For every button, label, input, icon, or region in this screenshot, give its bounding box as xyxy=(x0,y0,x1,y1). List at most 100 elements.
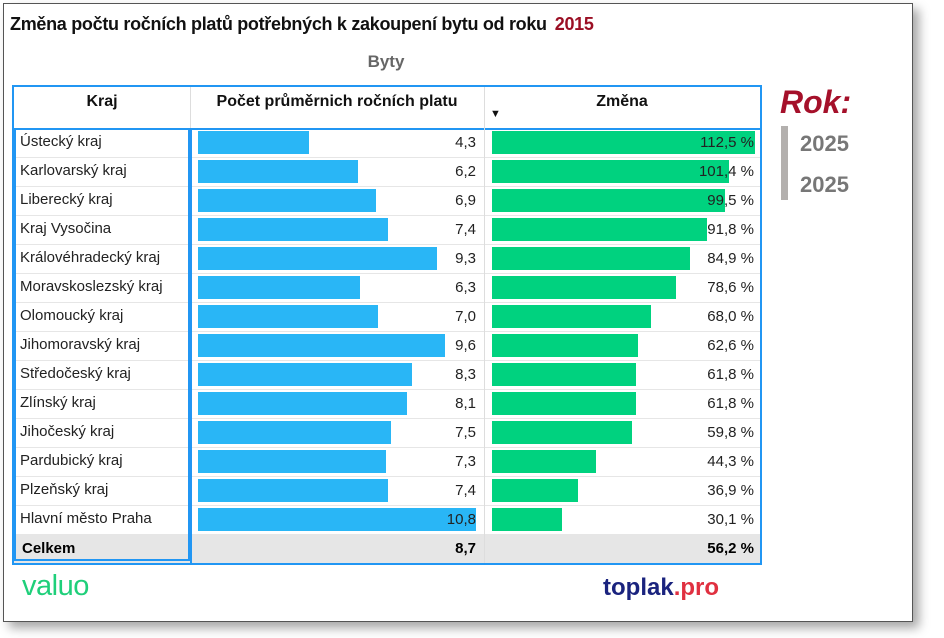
pocet-value: 4,3 xyxy=(455,134,476,151)
zmena-bar xyxy=(492,160,730,183)
zmena-value: 91,8 % xyxy=(707,221,754,238)
pocet-bar xyxy=(198,131,309,154)
kraj-name: Kraj Vysočina xyxy=(20,220,112,237)
title-year: 2015 xyxy=(554,14,594,34)
pocet-value: 8,1 xyxy=(455,395,476,412)
column-header-kraj[interactable]: Kraj xyxy=(14,87,190,130)
subtitle: Byty xyxy=(367,52,405,71)
zmena-value: 44,3 % xyxy=(707,453,754,470)
pocet-bar xyxy=(198,450,386,473)
slicer-title: Rok: xyxy=(780,84,852,120)
zmena-bar xyxy=(492,131,755,154)
table-row: Moravskoslezský kraj 6,3 78,6 % xyxy=(14,273,760,303)
table-row: Pardubický kraj 7,3 44,3 % xyxy=(14,447,760,477)
table-row: Olomoucký kraj 7,0 68,0 % xyxy=(14,302,760,332)
zmena-bar xyxy=(492,334,639,357)
toplak-logo: toplak.pro xyxy=(603,574,719,602)
table-row: Středočeský kraj 8,3 61,8 % xyxy=(14,360,760,390)
toplak-logo-suffix: .pro xyxy=(673,574,720,601)
pocet-value: 6,2 xyxy=(455,163,476,180)
col-divider-selected xyxy=(190,128,192,563)
pocet-value: 10,8 xyxy=(446,511,476,528)
slicer-scrollbar[interactable] xyxy=(781,126,788,200)
zmena-bar xyxy=(492,479,579,502)
kraj-name: Ústecký kraj xyxy=(20,133,102,150)
kraj-name: Pardubický kraj xyxy=(20,452,123,469)
zmena-bar xyxy=(492,392,637,415)
kraj-name: Královéhradecký kraj xyxy=(20,249,161,266)
table-row: Plzeňský kraj 7,4 36,9 % xyxy=(14,476,760,506)
total-pocet: 8,7 xyxy=(455,540,476,557)
zmena-value: 59,8 % xyxy=(707,424,754,441)
pocet-value: 7,4 xyxy=(455,221,476,238)
pocet-value: 7,5 xyxy=(455,424,476,441)
pocet-bar xyxy=(198,334,446,357)
col-divider xyxy=(484,87,485,128)
zmena-value: 36,9 % xyxy=(707,482,754,499)
selected-column-outline xyxy=(14,128,190,561)
table-row: Zlínský kraj 8,1 61,8 % xyxy=(14,389,760,419)
kraj-name: Moravskoslezský kraj xyxy=(20,278,163,295)
kraj-name: Středočeský kraj xyxy=(20,365,131,382)
zmena-value: 112,5 % xyxy=(700,134,754,151)
total-zmena: 56,2 % xyxy=(707,540,754,557)
table-row: Ústecký kraj 4,3 112,5 % xyxy=(14,128,760,158)
zmena-value: 101,4 % xyxy=(698,163,754,180)
kraj-name: Jihomoravský kraj xyxy=(20,336,141,353)
pocet-bar xyxy=(198,276,361,299)
zmena-value: 61,8 % xyxy=(707,395,754,412)
pocet-bar xyxy=(198,218,389,241)
kraj-name: Zlínský kraj xyxy=(20,394,96,411)
pocet-bar xyxy=(198,363,412,386)
title-text: Změna počtu ročních platů potřebných k z… xyxy=(10,14,547,34)
zmena-bar xyxy=(492,305,651,328)
zmena-value: 30,1 % xyxy=(707,511,754,528)
kraj-name: Karlovarský kraj xyxy=(20,162,127,179)
zmena-value: 62,6 % xyxy=(707,337,754,354)
zmena-bar xyxy=(492,421,632,444)
pocet-bar xyxy=(198,189,376,212)
sort-desc-icon: ▼ xyxy=(490,108,501,120)
pocet-value: 6,9 xyxy=(455,192,476,209)
pocet-value: 8,3 xyxy=(455,366,476,383)
pocet-bar xyxy=(198,305,379,328)
report-title: Změna počtu ročních platů potřebných k z… xyxy=(10,14,594,35)
table-row: Královéhradecký kraj 9,3 84,9 % xyxy=(14,244,760,274)
pocet-value: 9,3 xyxy=(455,250,476,267)
table-row: Jihomoravský kraj 9,6 62,6 % xyxy=(14,331,760,361)
zmena-bar xyxy=(492,363,637,386)
zmena-bar xyxy=(492,276,676,299)
total-row: Celkem 8,7 56,2 % xyxy=(14,534,760,563)
col-divider xyxy=(190,87,191,128)
pocet-bar xyxy=(198,479,389,502)
zmena-bar xyxy=(492,218,707,241)
table-row: Jihočeský kraj 7,5 59,8 % xyxy=(14,418,760,448)
column-header-pocet[interactable]: Počet průměrnich ročních platu xyxy=(190,87,484,130)
zmena-header-label: Změna xyxy=(596,93,648,110)
pocet-value: 6,3 xyxy=(455,279,476,296)
pocet-value: 7,4 xyxy=(455,482,476,499)
toplak-logo-main: toplak xyxy=(603,574,674,601)
column-header-zmena[interactable]: Změna ▼ xyxy=(484,87,760,130)
zmena-value: 78,6 % xyxy=(707,279,754,296)
kraj-name: Hlavní město Praha xyxy=(20,510,152,527)
pocet-value: 9,6 xyxy=(455,337,476,354)
zmena-bar xyxy=(492,450,596,473)
table-row: Kraj Vysočina 7,4 91,8 % xyxy=(14,215,760,245)
pocet-value: 7,0 xyxy=(455,308,476,325)
zmena-value: 68,0 % xyxy=(707,308,754,325)
valuo-logo: valuo xyxy=(22,570,89,602)
zmena-value: 61,8 % xyxy=(707,366,754,383)
zmena-value: 84,9 % xyxy=(707,250,754,267)
col-divider xyxy=(484,128,485,563)
pocet-bar xyxy=(198,392,407,415)
pocet-value: 7,3 xyxy=(455,453,476,470)
slicer-item[interactable]: 2025 xyxy=(800,172,849,197)
zmena-bar xyxy=(492,508,563,531)
pocet-bar xyxy=(198,160,358,183)
zmena-bar xyxy=(492,247,691,270)
zmena-bar xyxy=(492,189,725,212)
slicer-item[interactable]: 2025 xyxy=(800,131,849,156)
kraj-name: Liberecký kraj xyxy=(20,191,113,208)
pocet-bar xyxy=(198,247,438,270)
